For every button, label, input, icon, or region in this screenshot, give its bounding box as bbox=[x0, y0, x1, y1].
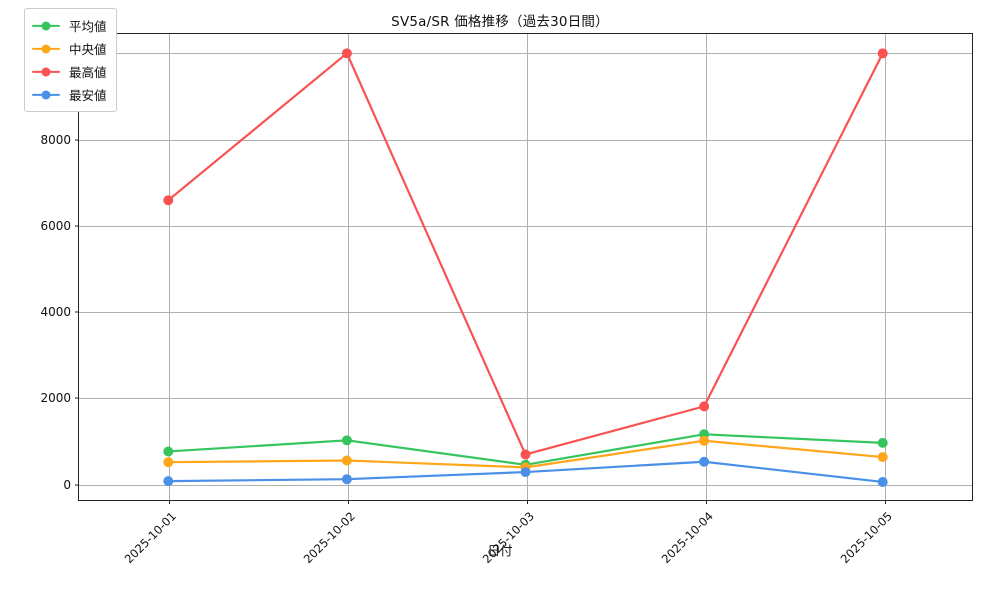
series-marker[interactable] bbox=[341, 455, 352, 466]
grid-layer bbox=[79, 34, 972, 500]
legend-item[interactable]: 最安値 bbox=[32, 83, 107, 106]
gridline-vertical bbox=[347, 34, 349, 500]
series-marker[interactable] bbox=[877, 476, 888, 487]
chart-title: SV5a/SR 価格推移（過去30日間） bbox=[391, 14, 609, 30]
chart-legend: 平均値中央値最高値最安値 bbox=[24, 8, 117, 112]
legend-label: 最高値 bbox=[69, 65, 107, 80]
legend-label: 平均値 bbox=[69, 19, 107, 34]
series-marker[interactable] bbox=[877, 452, 888, 463]
y-tick-mark bbox=[75, 139, 79, 141]
series-marker[interactable] bbox=[699, 435, 710, 446]
y-tick-mark bbox=[75, 311, 79, 313]
series-marker[interactable] bbox=[163, 446, 174, 457]
y-tick-label: 4000 bbox=[40, 305, 71, 320]
x-tick-mark bbox=[347, 500, 349, 504]
y-tick-label: 0 bbox=[63, 477, 71, 492]
legend-item[interactable]: 最高値 bbox=[32, 60, 107, 83]
plot-area: 02000400060008000100002025-10-012025-10-… bbox=[33, 33, 973, 566]
series-marker[interactable] bbox=[877, 48, 888, 59]
gridline-horizontal bbox=[79, 225, 972, 227]
x-tick-mark bbox=[168, 500, 170, 504]
gridline-vertical bbox=[168, 34, 170, 500]
legend-swatch-icon bbox=[32, 20, 60, 32]
y-tick-mark bbox=[75, 484, 79, 486]
legend-item[interactable]: 平均値 bbox=[32, 14, 107, 37]
legend-item[interactable]: 中央値 bbox=[32, 37, 107, 60]
series-marker[interactable] bbox=[163, 195, 174, 206]
x-tick-mark bbox=[705, 500, 707, 504]
series-marker[interactable] bbox=[341, 48, 352, 59]
series-marker[interactable] bbox=[341, 474, 352, 485]
y-axis-title: 値（円） bbox=[0, 216, 2, 266]
y-tick-label: 2000 bbox=[40, 391, 71, 406]
series-marker[interactable] bbox=[699, 456, 710, 467]
gridline-horizontal bbox=[79, 484, 972, 486]
x-tick-mark bbox=[526, 500, 528, 504]
series-marker[interactable] bbox=[699, 401, 710, 412]
series-marker[interactable] bbox=[520, 467, 531, 478]
series-marker[interactable] bbox=[520, 449, 531, 460]
gridline-horizontal bbox=[79, 312, 972, 314]
gridline-vertical bbox=[526, 34, 528, 500]
legend-label: 最安値 bbox=[69, 88, 107, 103]
gridline-horizontal bbox=[79, 53, 972, 55]
y-tick-label: 6000 bbox=[40, 218, 71, 233]
series-marker[interactable] bbox=[163, 476, 174, 487]
series-marker[interactable] bbox=[163, 457, 174, 468]
gridline-horizontal bbox=[79, 398, 972, 400]
legend-swatch-icon bbox=[32, 66, 60, 78]
series-line bbox=[167, 52, 884, 456]
series-layer bbox=[163, 48, 888, 487]
series-marker[interactable] bbox=[877, 437, 888, 448]
series-marker[interactable] bbox=[341, 435, 352, 446]
legend-swatch-icon bbox=[32, 89, 60, 101]
y-tick-label: 8000 bbox=[40, 132, 71, 147]
legend-label: 中央値 bbox=[69, 42, 107, 57]
x-axis-title: 日付 bbox=[487, 543, 513, 558]
y-tick-mark bbox=[75, 397, 79, 399]
gridline-vertical bbox=[884, 34, 886, 500]
legend-swatch-icon bbox=[32, 43, 60, 55]
gridline-vertical bbox=[705, 34, 707, 500]
gridline-horizontal bbox=[79, 139, 972, 141]
y-tick-mark bbox=[75, 225, 79, 227]
x-tick-mark bbox=[884, 500, 886, 504]
